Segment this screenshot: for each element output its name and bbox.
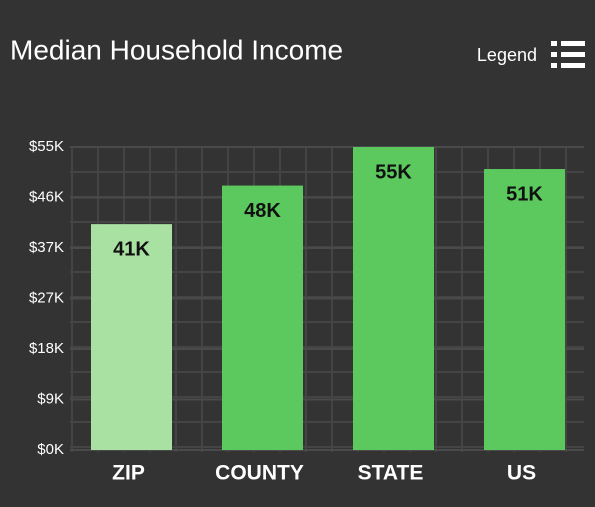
data-label: 51K [506, 183, 543, 205]
y-tick-label: $0K [37, 441, 64, 458]
bar [91, 224, 172, 450]
chart-title: Median Household Income [10, 34, 343, 65]
bar [484, 169, 565, 450]
bar [222, 185, 303, 450]
legend-icon[interactable] [551, 41, 585, 68]
x-tick-label: STATE [358, 462, 424, 485]
y-tick-label: $46K [29, 188, 64, 205]
y-tick-label: $37K [29, 239, 64, 256]
data-label: 55K [375, 161, 412, 183]
y-tick-label: $9K [37, 390, 64, 407]
x-tick-label: US [507, 462, 536, 485]
x-tick-label: COUNTY [215, 462, 304, 485]
legend-button[interactable]: Legend [477, 41, 585, 68]
data-label: 41K [113, 238, 150, 260]
legend-label[interactable]: Legend [477, 45, 537, 65]
x-tick-label: ZIP [112, 462, 145, 485]
y-tick-label: $18K [29, 340, 64, 357]
y-tick-label: $27K [29, 289, 64, 306]
data-label: 48K [244, 200, 281, 222]
y-tick-label: $55K [29, 138, 64, 155]
bar [353, 147, 434, 450]
